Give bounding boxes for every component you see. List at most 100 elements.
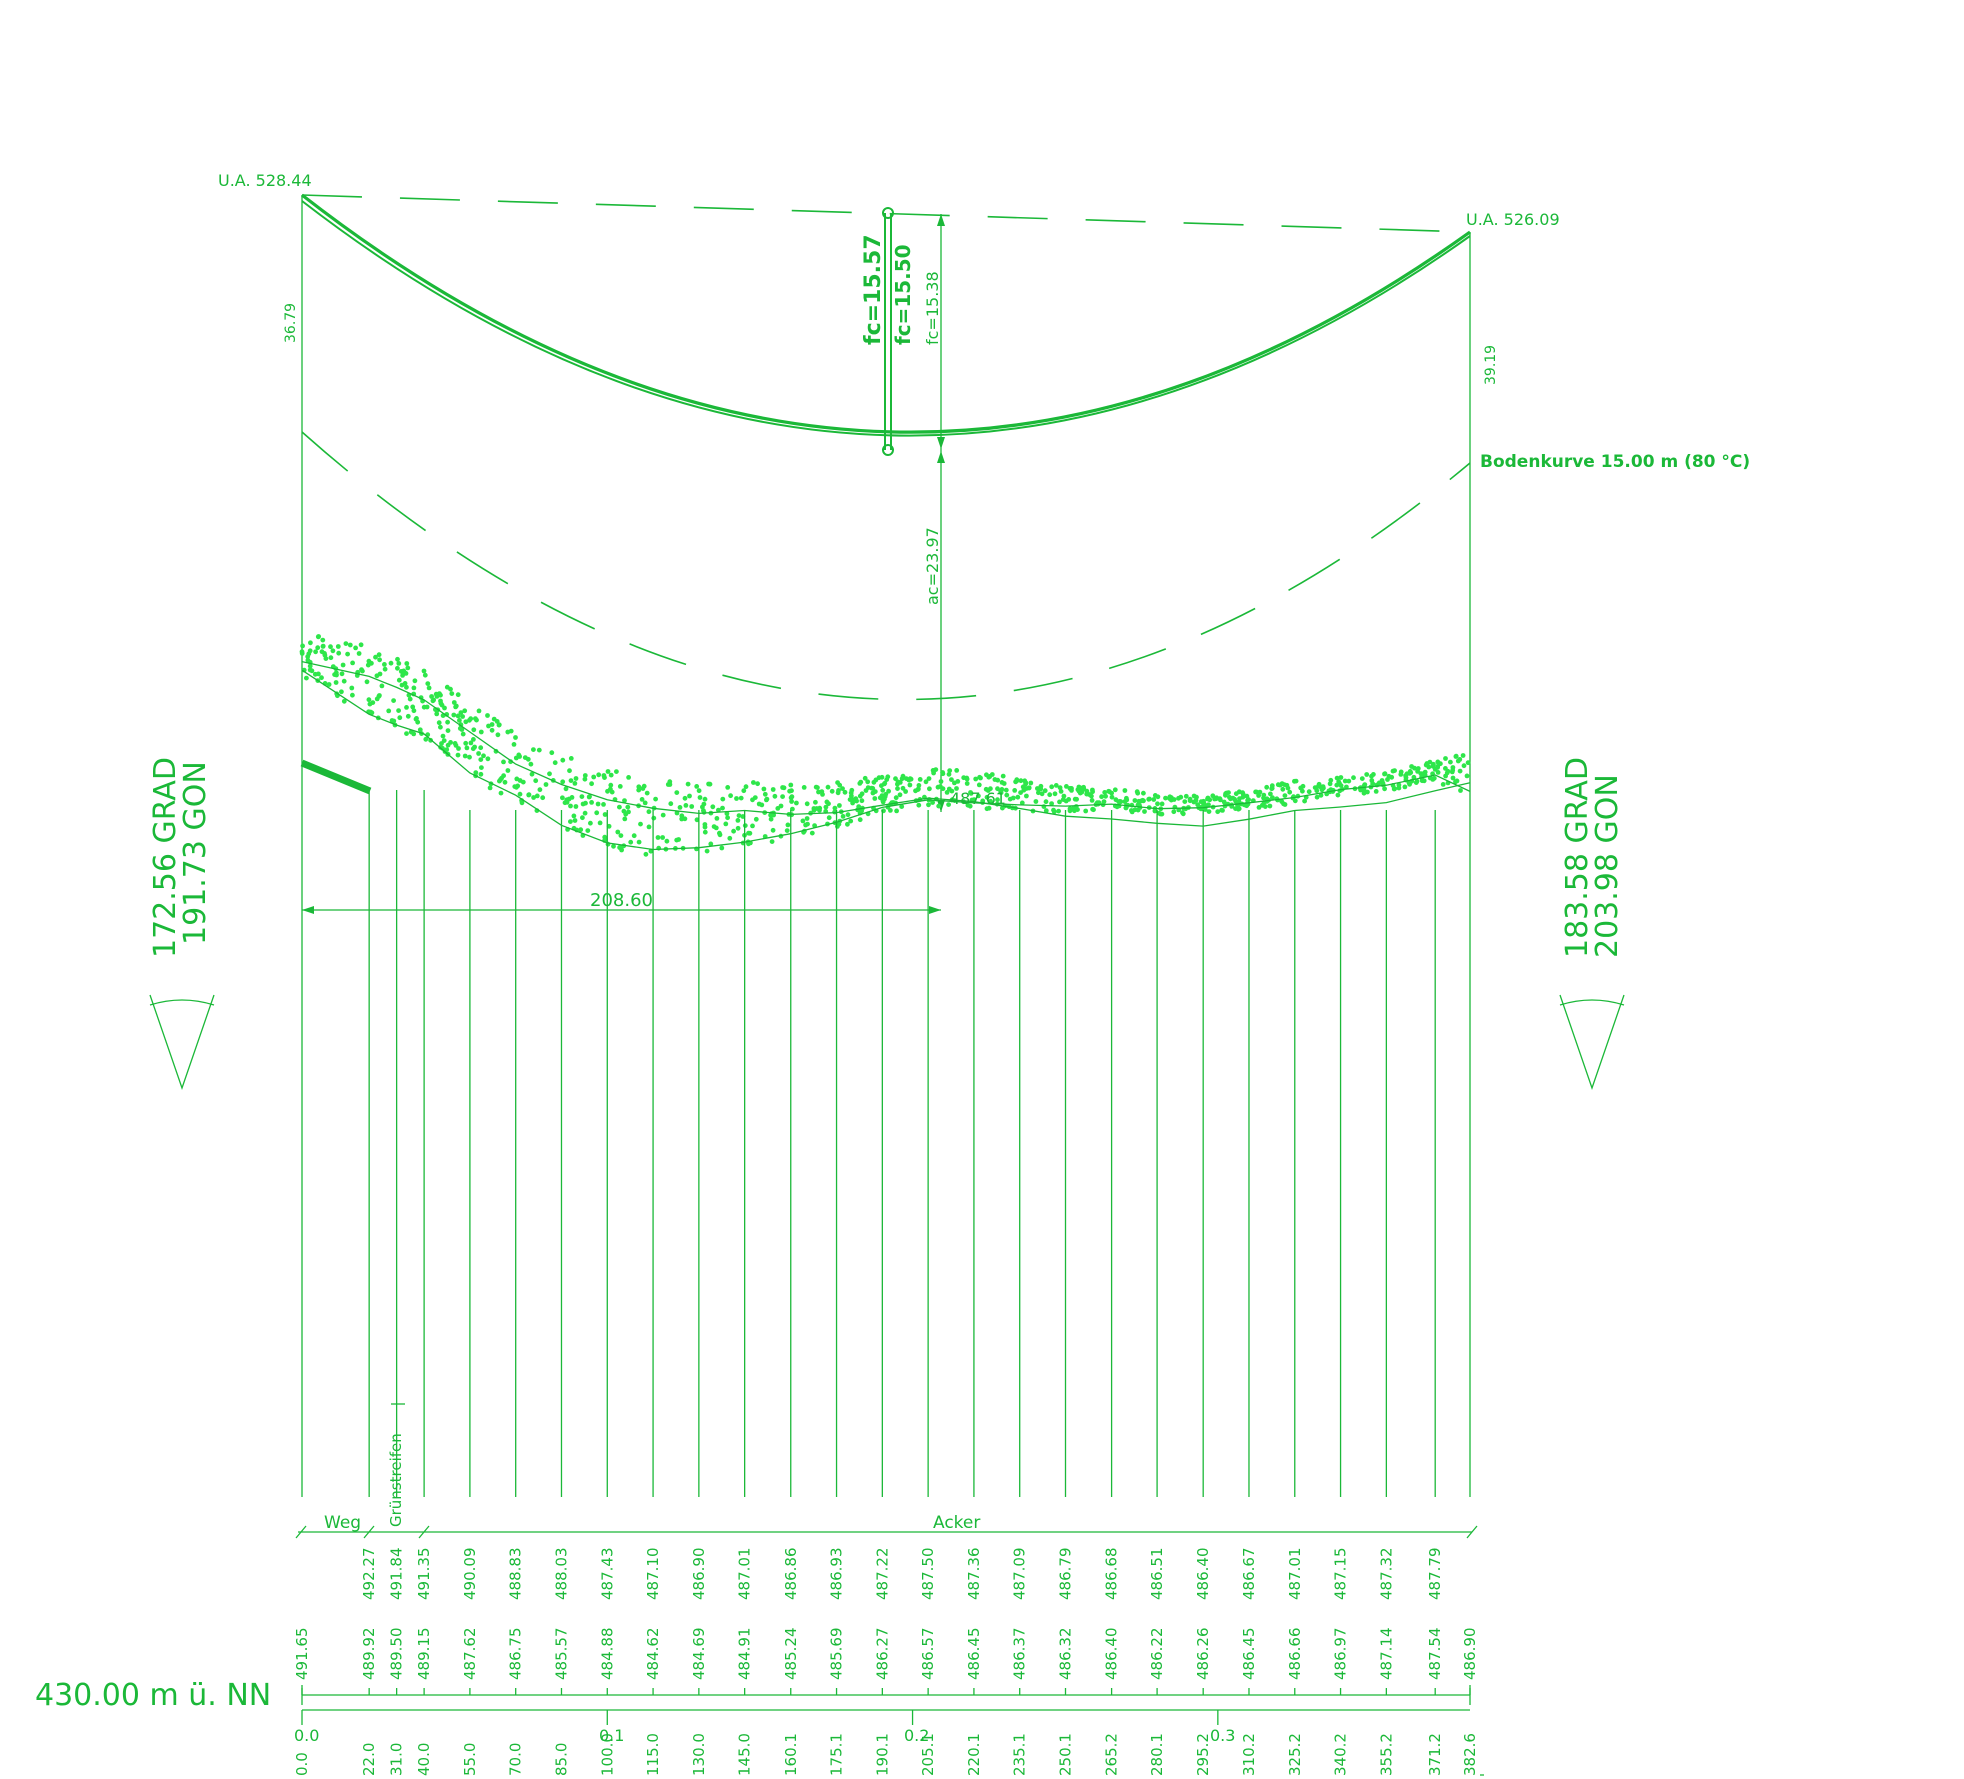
cloud-point bbox=[479, 765, 484, 770]
cloud-point bbox=[585, 828, 590, 833]
cloud-point bbox=[954, 768, 959, 773]
cloud-point bbox=[770, 839, 775, 844]
cloud-point bbox=[467, 755, 472, 760]
cloud-point bbox=[1142, 809, 1147, 814]
cloud-point bbox=[1283, 793, 1288, 798]
cloud-point bbox=[1455, 779, 1460, 784]
cloud-point bbox=[1403, 785, 1408, 790]
left-height-label: 36.79 bbox=[283, 303, 299, 343]
cloud-point bbox=[353, 646, 358, 651]
cloud-point bbox=[916, 803, 921, 808]
lower-elevation-label: 486.27 bbox=[873, 1628, 891, 1681]
cloud-point bbox=[1069, 786, 1074, 791]
upper-elevation-label: 486.79 bbox=[1057, 1548, 1075, 1601]
cloud-point bbox=[581, 802, 586, 807]
cloud-point bbox=[1360, 776, 1365, 781]
right-angle-arc bbox=[1560, 1000, 1624, 1005]
cloud-point bbox=[479, 730, 484, 735]
lower-elevation-label: 486.32 bbox=[1057, 1628, 1075, 1681]
km-ticks bbox=[302, 1710, 1218, 1725]
cloud-point bbox=[553, 760, 558, 765]
cloud-point bbox=[718, 832, 723, 837]
cloud-point bbox=[560, 795, 565, 800]
cloud-point bbox=[780, 794, 785, 799]
cloud-point bbox=[640, 797, 645, 802]
cloud-point bbox=[750, 824, 755, 829]
cloud-point bbox=[512, 784, 517, 789]
cloud-point bbox=[365, 679, 370, 684]
cloud-point bbox=[769, 817, 774, 822]
top-right-label: U.A. 526.09 bbox=[1466, 210, 1560, 229]
cloud-point bbox=[395, 666, 400, 671]
cloud-point bbox=[594, 810, 599, 815]
cloud-point bbox=[1454, 754, 1459, 759]
station-label: 340.2 bbox=[1332, 1733, 1350, 1776]
station-label: 310.2 bbox=[1240, 1733, 1258, 1776]
cloud-point bbox=[1109, 791, 1114, 796]
cloud-point bbox=[306, 651, 311, 656]
cloud-point bbox=[660, 835, 665, 840]
cloud-point bbox=[477, 709, 482, 714]
cloud-point bbox=[380, 684, 385, 689]
cloud-point bbox=[1223, 791, 1228, 796]
cloud-point bbox=[805, 801, 810, 806]
upper-elevation-label: 486.68 bbox=[1103, 1548, 1121, 1601]
cloud-point bbox=[368, 702, 373, 707]
cloud-point bbox=[506, 768, 511, 773]
cloud-point bbox=[472, 745, 477, 750]
cloud-point bbox=[465, 746, 470, 751]
cloud-point bbox=[386, 709, 391, 714]
land-use-acker: Acker bbox=[933, 1513, 980, 1533]
cloud-point bbox=[1141, 791, 1146, 796]
cloud-point bbox=[894, 809, 899, 814]
cloud-point bbox=[1181, 811, 1186, 816]
cloud-point bbox=[1220, 808, 1225, 813]
cloud-point bbox=[1432, 776, 1437, 781]
datum-label: 430.00 m ü. NN bbox=[35, 1678, 271, 1713]
cloud-point bbox=[437, 720, 442, 725]
cloud-point bbox=[771, 787, 776, 792]
lower-elevation-label: 484.91 bbox=[736, 1628, 754, 1681]
cloud-point bbox=[373, 655, 378, 660]
cloud-point bbox=[1214, 796, 1219, 801]
cloud-point bbox=[359, 667, 364, 672]
cloud-point bbox=[805, 816, 810, 821]
right-height-label: 39.19 bbox=[1483, 345, 1499, 385]
lower-elevation-labels: 491.65 489.92 489.50 489.15 487.62 486.75 485.… bbox=[293, 1628, 1479, 1681]
cloud-point bbox=[898, 792, 903, 797]
cloud-point bbox=[596, 802, 601, 807]
cloud-point bbox=[1228, 796, 1233, 801]
cloud-point bbox=[441, 734, 446, 739]
cloud-point bbox=[1158, 812, 1163, 817]
cloud-point bbox=[676, 837, 681, 842]
station-label: 40.0 bbox=[415, 1743, 433, 1776]
cloud-point bbox=[860, 791, 865, 796]
upper-elevation-label: 488.83 bbox=[507, 1548, 525, 1601]
cloud-point bbox=[413, 678, 418, 683]
cloud-point bbox=[614, 769, 619, 774]
cloud-point bbox=[460, 714, 465, 719]
cloud-point bbox=[1268, 804, 1273, 809]
cloud-point bbox=[813, 800, 818, 805]
cloud-point bbox=[661, 813, 666, 818]
cloud-point bbox=[945, 790, 950, 795]
land-use-gruenstreifen: Grünstreifen bbox=[387, 1433, 405, 1527]
cloud-point bbox=[679, 817, 684, 822]
cloud-point bbox=[637, 840, 642, 845]
cloud-point bbox=[858, 817, 863, 822]
cloud-point bbox=[457, 718, 462, 723]
lower-elevation-label: 486.26 bbox=[1194, 1628, 1212, 1681]
cloud-point bbox=[723, 822, 728, 827]
cloud-point bbox=[412, 686, 417, 691]
cloud-point bbox=[913, 788, 918, 793]
cloud-point bbox=[705, 849, 710, 854]
cloud-point bbox=[1458, 788, 1463, 793]
cloud-point bbox=[1028, 781, 1033, 786]
cloud-point bbox=[451, 713, 456, 718]
cloud-point bbox=[606, 769, 611, 774]
cloud-point bbox=[668, 782, 673, 787]
cloud-point bbox=[1268, 792, 1273, 797]
right-angle-symbol bbox=[1560, 995, 1624, 1088]
cloud-point bbox=[382, 662, 387, 667]
cloud-point bbox=[880, 788, 885, 793]
